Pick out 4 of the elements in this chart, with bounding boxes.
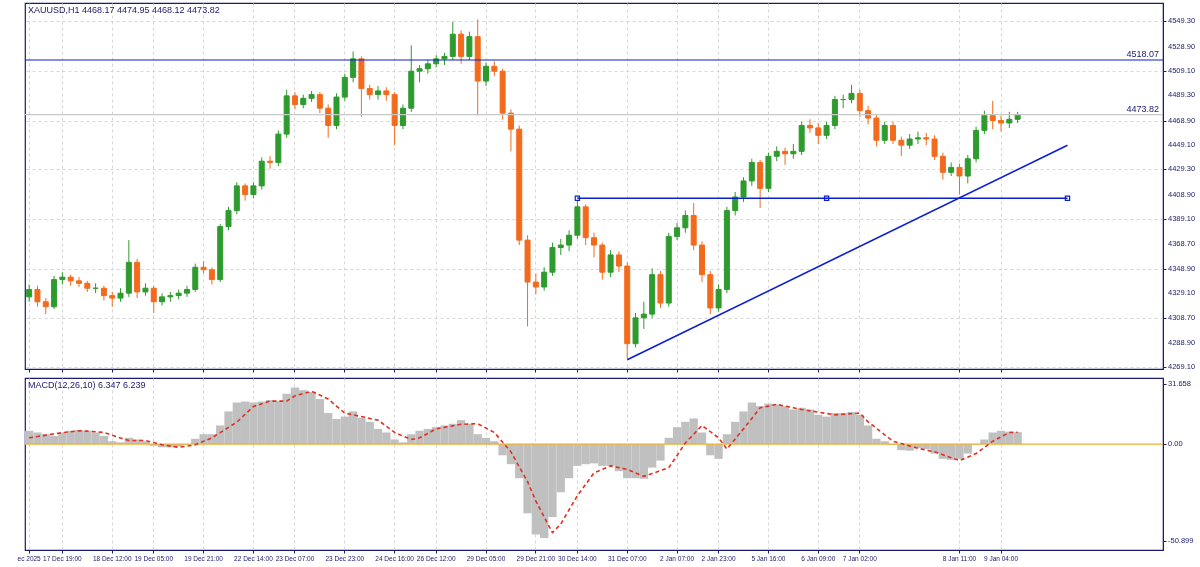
ref-line-label: 4518.07 [1126, 49, 1159, 60]
ref-line-label: 4473.82 [1126, 103, 1159, 114]
chart-title: XAUUSD,H1 4468.17 4474.95 4468.12 4473.82 [28, 5, 220, 15]
chart-title: MACD(12,26,10) 6.347 6.239 [28, 380, 146, 390]
